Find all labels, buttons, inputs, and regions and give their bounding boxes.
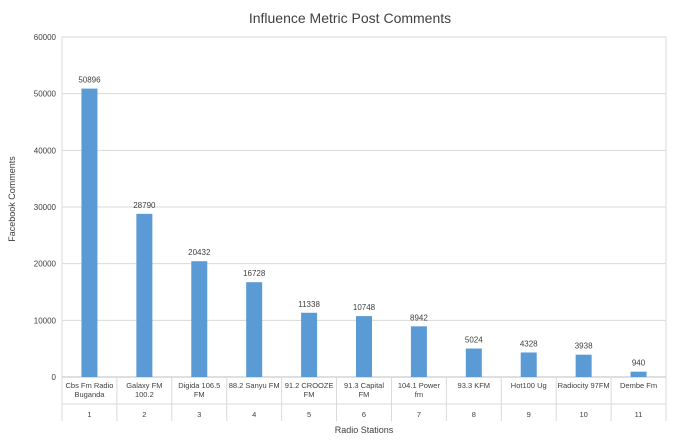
- x-tick-label: 104.1 Power: [398, 381, 441, 390]
- data-label: 11338: [298, 300, 320, 309]
- x-index-label: 6: [362, 410, 366, 419]
- bar: [301, 312, 318, 377]
- x-index-label: 7: [417, 410, 421, 419]
- data-label: 8942: [410, 313, 428, 322]
- x-index-label: 8: [472, 410, 476, 419]
- y-tick-label: 40000: [34, 146, 57, 155]
- data-label: 50896: [78, 76, 101, 85]
- data-label: 28790: [133, 201, 156, 210]
- x-tick-label: Dembe Fm: [620, 381, 657, 390]
- bar: [410, 326, 427, 377]
- x-tick-label: Digida 106.5: [178, 381, 220, 390]
- chart-title: Influence Metric Post Comments: [248, 10, 452, 26]
- bar: [136, 213, 153, 377]
- bar: [575, 354, 592, 377]
- y-tick-label: 10000: [34, 316, 57, 325]
- x-tick-label: 91.3 Capital: [344, 381, 384, 390]
- data-label: 4328: [520, 339, 538, 348]
- x-tick-label: Hot100 Ug: [511, 381, 547, 390]
- x-axis-title: Radio Stations: [334, 425, 394, 435]
- x-tick-label: FM: [194, 390, 205, 399]
- x-tick-label: 93.3 KFM: [458, 381, 491, 390]
- x-tick-label: Galaxy FM: [126, 381, 162, 390]
- x-index-label: 11: [635, 410, 643, 419]
- x-index-label: 4: [252, 410, 256, 419]
- y-tick-label: 30000: [34, 203, 57, 212]
- y-tick-label: 0: [52, 373, 57, 382]
- y-tick-label: 20000: [34, 260, 57, 269]
- data-label: 10748: [353, 303, 376, 312]
- x-index-label: 1: [87, 410, 91, 419]
- y-tick-label: 60000: [34, 33, 57, 42]
- x-index-label: 5: [307, 410, 311, 419]
- bar: [191, 261, 208, 377]
- data-label: 5024: [465, 336, 483, 345]
- x-tick-label: Cbs Fm Radio: [65, 381, 113, 390]
- bar: [520, 352, 537, 377]
- x-tick-label: 88.2 Sanyu FM: [229, 381, 280, 390]
- data-label: 3938: [575, 342, 593, 351]
- x-tick-label: 91.2 CROOZE: [285, 381, 334, 390]
- bar: [356, 316, 372, 377]
- x-tick-label: 100.2: [135, 390, 154, 399]
- bar: [630, 371, 647, 377]
- data-label: 940: [632, 359, 646, 368]
- bar: [465, 348, 482, 377]
- x-index-label: 3: [197, 410, 201, 419]
- bar: [246, 282, 263, 377]
- x-tick-label: Radiocity 97FM: [558, 381, 610, 390]
- x-index-label: 9: [527, 410, 531, 419]
- x-index-label: 2: [142, 410, 146, 419]
- x-tick-label: FM: [304, 390, 315, 399]
- x-tick-label: Buganda: [74, 390, 105, 399]
- x-tick-label: fm: [415, 390, 423, 399]
- x-index-label: 10: [579, 410, 587, 419]
- data-label: 16728: [243, 269, 266, 278]
- data-label: 20432: [188, 248, 211, 257]
- y-tick-label: 50000: [34, 90, 57, 99]
- bar: [81, 88, 98, 378]
- x-tick-label: FM: [359, 390, 370, 399]
